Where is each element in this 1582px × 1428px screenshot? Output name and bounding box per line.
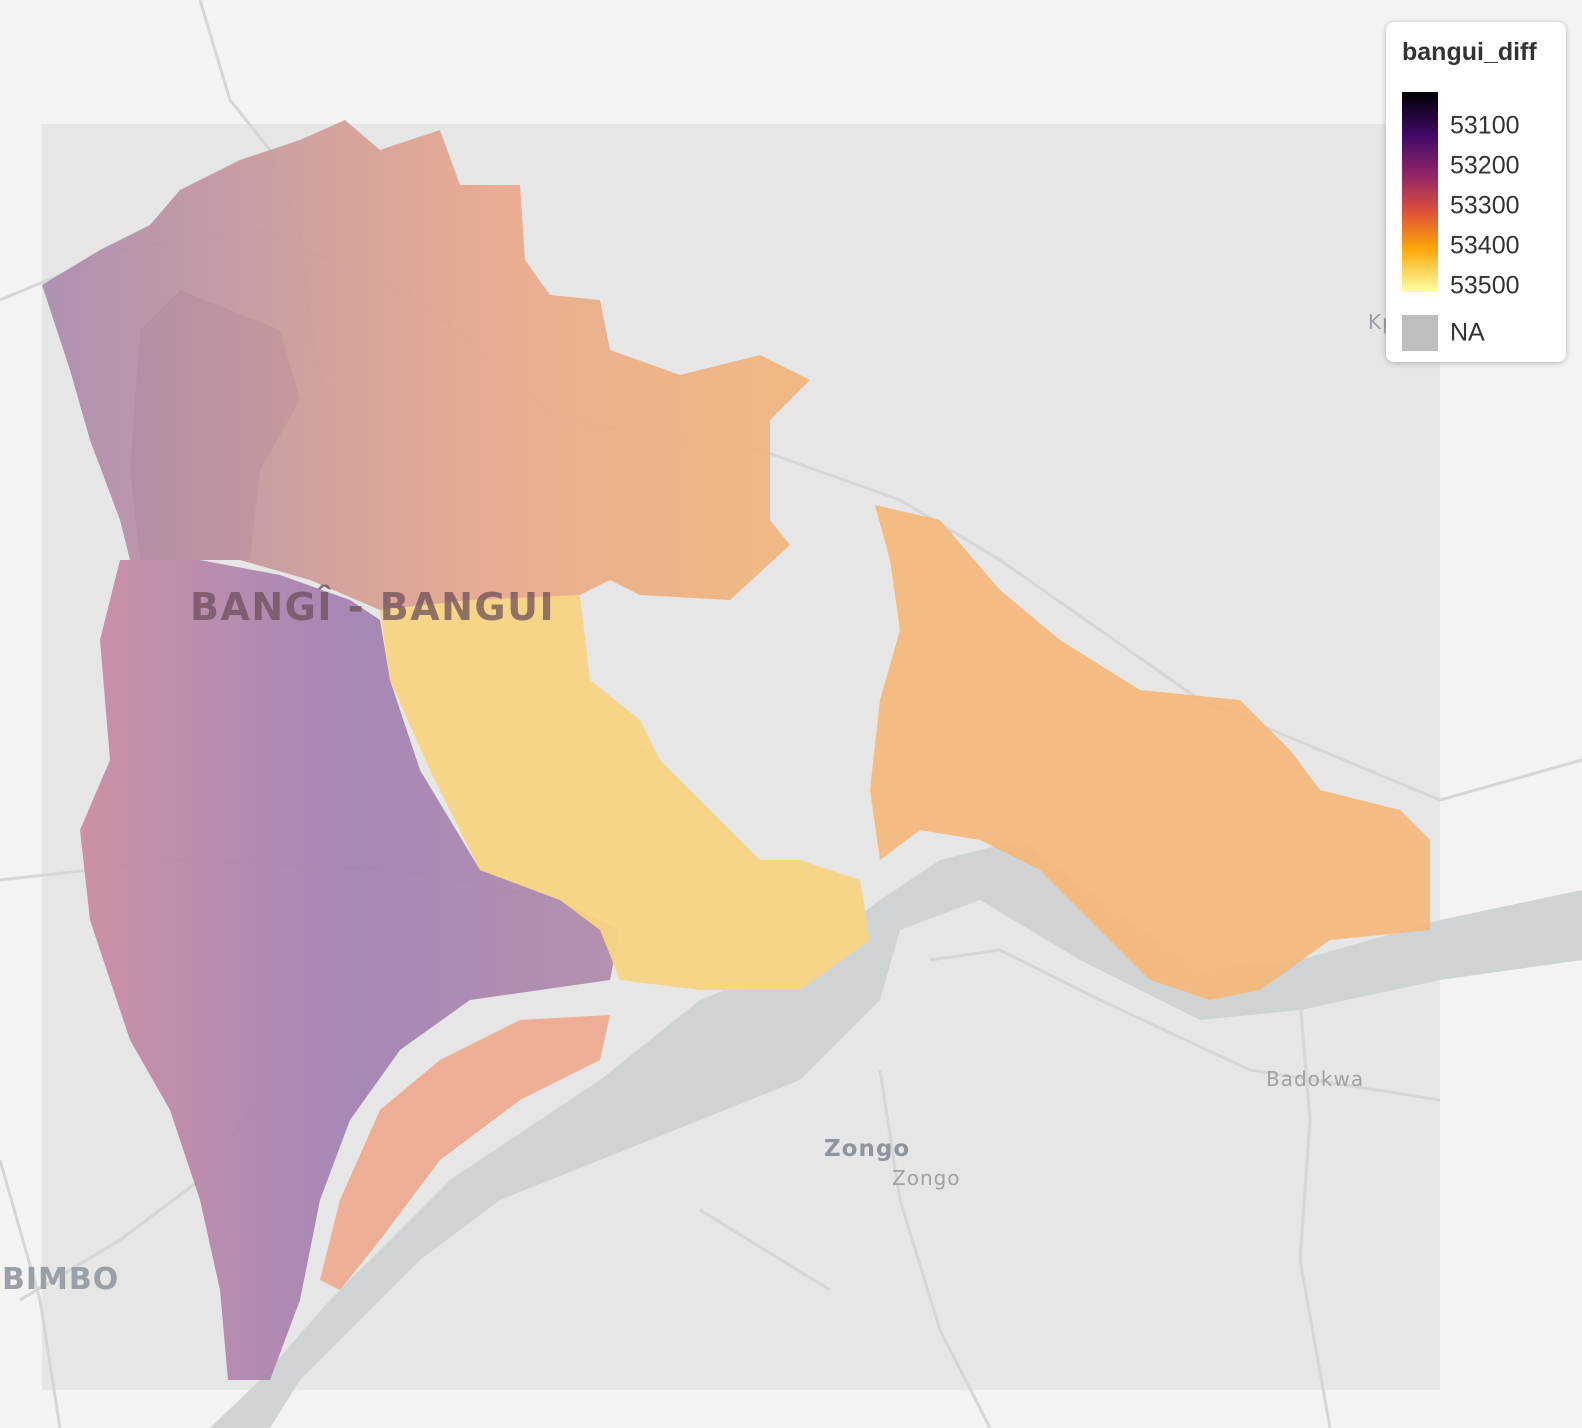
legend-tick: [1438, 246, 1445, 247]
legend-tick: [1438, 166, 1445, 167]
label-bangui: BANGÎ - BANGUI: [190, 585, 556, 629]
raster-north: [42, 120, 810, 610]
legend-tick: [1438, 206, 1445, 207]
raster-island: [320, 1015, 610, 1290]
legend-tick: [1438, 286, 1445, 287]
legend-label-53300: 53300: [1450, 191, 1520, 220]
label-zongo-small: Zongo: [892, 1166, 961, 1190]
legend-label-53100: 53100: [1450, 111, 1520, 140]
legend-label-53500: 53500: [1450, 271, 1520, 300]
raster-yellow: [380, 595, 870, 990]
legend-label-53200: 53200: [1450, 151, 1520, 180]
label-badokwa: Badokwa: [1266, 1067, 1365, 1091]
legend-na-swatch: [1402, 315, 1438, 351]
legend-colorbar: [1402, 92, 1438, 292]
label-zongo-large: Zongo: [824, 1136, 911, 1162]
legend-title: bangui_diff: [1402, 38, 1537, 66]
legend-label-53400: 53400: [1450, 231, 1520, 260]
legend: bangui_diff 53100 53200 53300 53400 5350…: [1386, 22, 1566, 362]
legend-na-label: NA: [1450, 318, 1485, 347]
legend-tick: [1438, 126, 1445, 127]
raster-west: [80, 560, 620, 1380]
label-bimbo: BIMBO: [2, 1262, 120, 1297]
raster-east: [870, 505, 1430, 1000]
